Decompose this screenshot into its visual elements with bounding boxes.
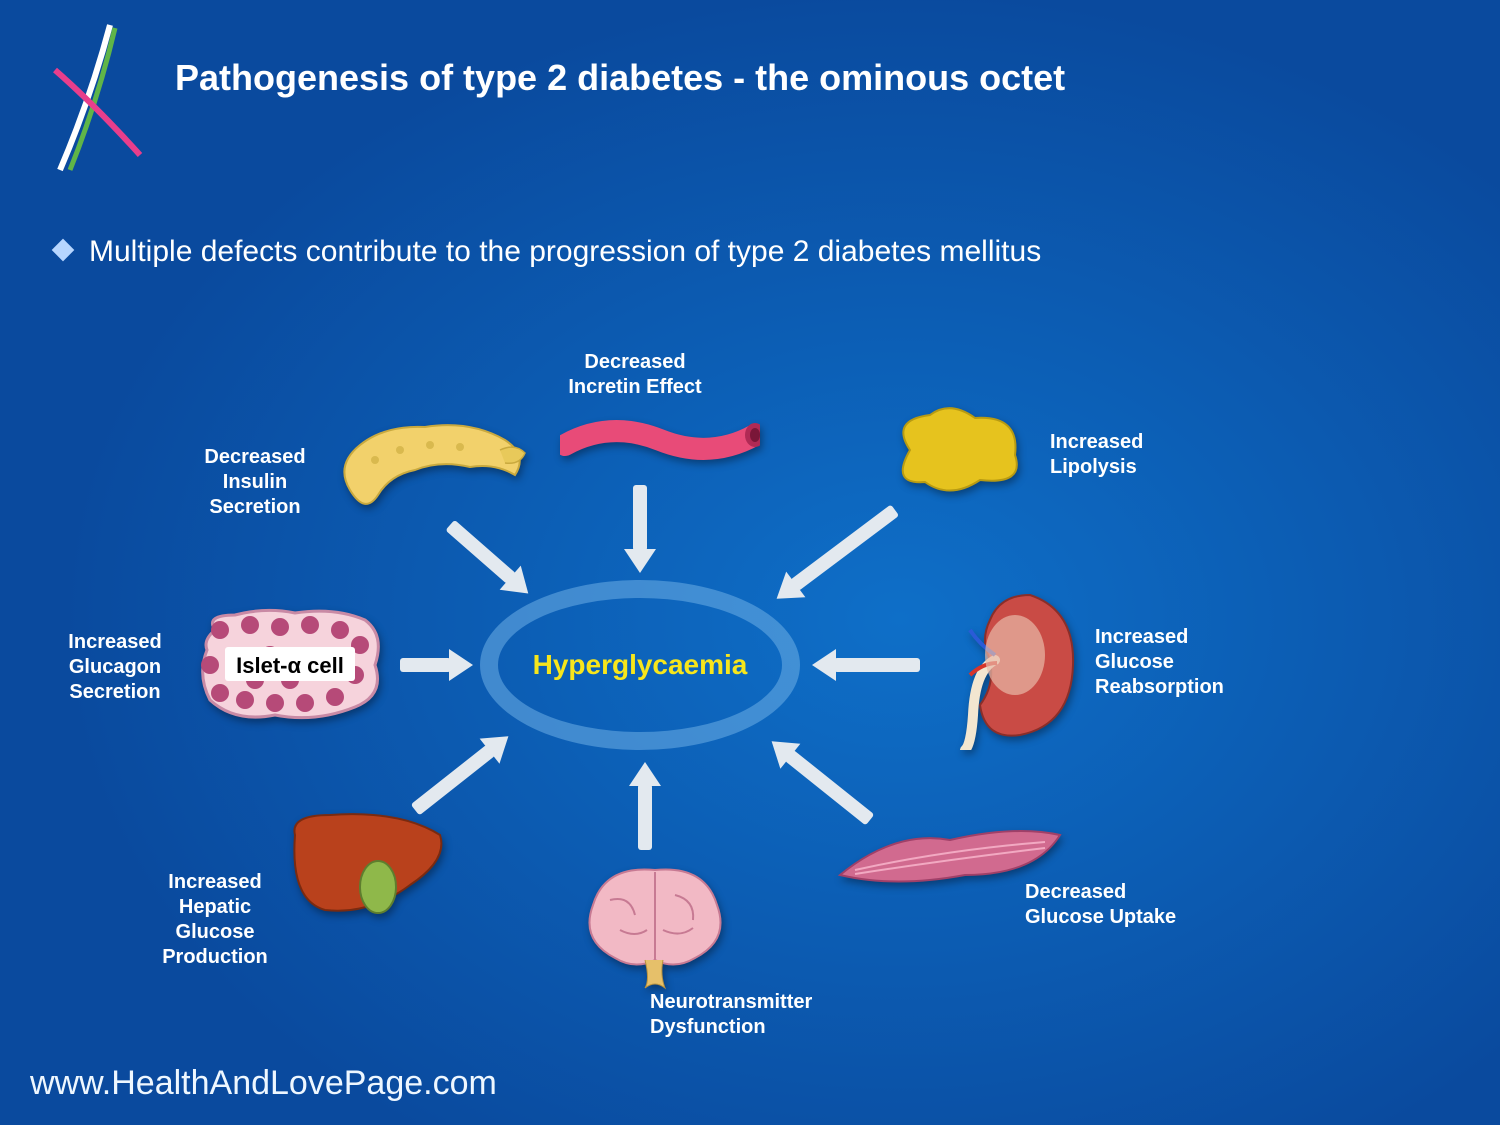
islet-cell-label: Islet-α cell [227,653,353,679]
glucose_reabs-organ-icon [935,585,1080,755]
center-label: Hyperglycaemia [533,649,748,681]
insulin-label: DecreasedInsulinSecretion [125,445,385,520]
glucagon-label: IncreasedGlucagonSecretion [0,630,245,705]
neuro-label: NeurotransmitterDysfunction [650,990,812,1040]
incretin-label: DecreasedIncretin Effect [505,350,765,400]
logo-swoosh-icon [40,20,160,180]
arrow-icon [784,750,874,826]
hepatic-label: IncreasedHepaticGlucoseProduction [85,870,345,970]
arrow-icon [400,658,451,672]
arrow-icon [790,504,899,591]
arrow-icon [834,658,920,672]
neuro-organ-icon [575,860,735,995]
arrow-icon [638,784,652,850]
incretin-organ-icon [560,410,760,475]
arrow-icon [633,485,647,551]
subtitle-text: Multiple defects contribute to the progr… [89,232,1041,273]
bullet-diamond-icon [52,239,75,262]
page-title: Pathogenesis of type 2 diabetes - the om… [175,55,1440,100]
watermark-text: www.HealthAndLovePage.com [30,1064,497,1103]
octet-diagram: Hyperglycaemia [0,330,1500,1050]
lipolysis-label: IncreasedLipolysis [1050,430,1143,480]
bullet-row: Multiple defects contribute to the progr… [55,232,1440,273]
center-oval: Hyperglycaemia [480,580,800,750]
glucose_reabs-label: IncreasedGlucoseReabsorption [1095,625,1224,700]
slide-content: Pathogenesis of type 2 diabetes - the om… [0,0,1500,1125]
lipolysis-organ-icon [880,400,1030,505]
glucose_uptake-label: DecreasedGlucose Uptake [1025,880,1176,930]
